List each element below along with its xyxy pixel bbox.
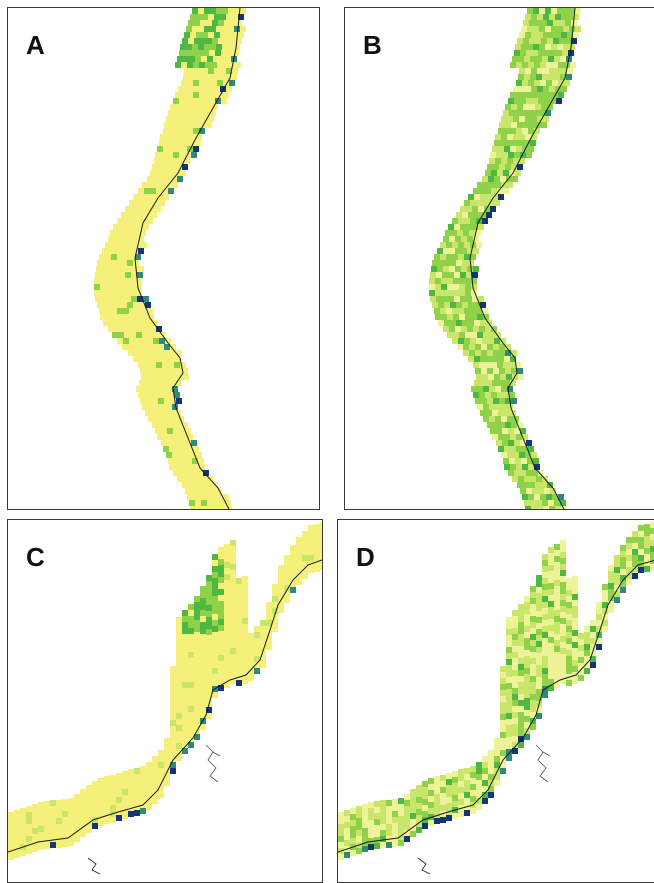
coastline-d: [338, 560, 654, 853]
map-d-cells: [338, 522, 654, 860]
panel-label-c: C: [26, 542, 45, 572]
map-d-canvas: [338, 522, 654, 875]
map-a-canvas: [94, 8, 246, 509]
coastline-b: [469, 8, 576, 509]
map-panel-b: B: [344, 7, 654, 510]
map-b-canvas: [429, 8, 581, 509]
coastline-a: [134, 8, 241, 509]
map-a-cells: [94, 8, 246, 509]
coastline-c: [8, 559, 322, 853]
map-c-cells: [8, 522, 322, 860]
bay-d: [417, 857, 431, 875]
estuary-c: [205, 744, 221, 783]
map-c-canvas: [8, 522, 322, 875]
map-panel-d: D: [337, 519, 654, 883]
map-panel-a: A: [7, 7, 320, 510]
estuary-d: [535, 744, 551, 783]
panel-label-b: B: [363, 30, 382, 60]
panel-label-d: D: [356, 542, 375, 572]
map-b-cells: [429, 8, 581, 509]
map-panel-c: C: [7, 519, 323, 883]
panel-label-a: A: [26, 30, 45, 60]
bay-c: [87, 857, 101, 875]
